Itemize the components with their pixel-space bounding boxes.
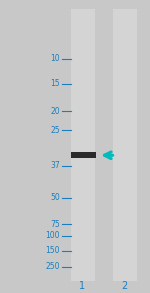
FancyBboxPatch shape — [70, 152, 96, 158]
Text: 250: 250 — [45, 262, 60, 271]
Text: 100: 100 — [45, 231, 60, 240]
FancyBboxPatch shape — [112, 9, 136, 281]
Text: 15: 15 — [50, 79, 60, 88]
Text: 2: 2 — [121, 281, 128, 291]
Text: 150: 150 — [45, 246, 60, 255]
Text: 75: 75 — [50, 220, 60, 229]
Text: 20: 20 — [50, 107, 60, 116]
FancyBboxPatch shape — [70, 9, 94, 281]
Text: 25: 25 — [50, 126, 60, 135]
Text: 37: 37 — [50, 161, 60, 170]
Text: 10: 10 — [50, 54, 60, 63]
Text: 50: 50 — [50, 193, 60, 202]
Text: 1: 1 — [80, 281, 85, 291]
